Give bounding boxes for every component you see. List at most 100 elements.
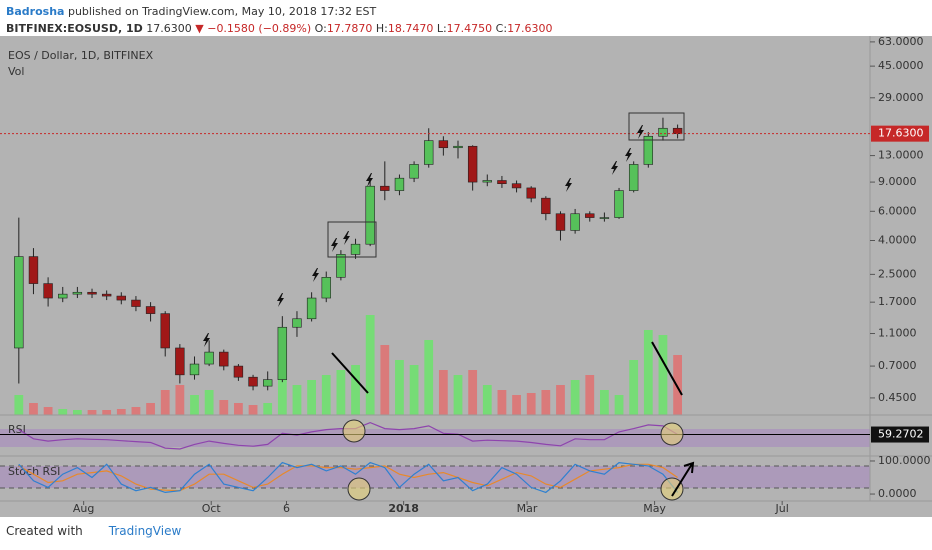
volume-bar — [263, 403, 273, 415]
volume-bar — [72, 410, 82, 415]
candle-body — [263, 379, 273, 387]
y-tick-label: 1.7000 — [878, 295, 917, 308]
author[interactable]: Badrosha — [6, 5, 65, 18]
x-tick-label: Aug — [73, 502, 94, 515]
volume-bar — [673, 355, 682, 415]
candle-body — [555, 213, 566, 231]
volume-bar — [219, 400, 229, 415]
volume-bar — [395, 360, 404, 415]
candle-body — [87, 291, 97, 295]
x-tick-label: 6 — [283, 502, 290, 515]
candle-body — [28, 256, 39, 284]
volume-bar — [351, 365, 360, 415]
volume-bar — [234, 403, 243, 415]
candle-body — [145, 306, 156, 314]
volume-bar — [453, 375, 463, 415]
volume-bar — [585, 375, 595, 415]
volume-bar — [29, 403, 38, 415]
candle-body — [72, 291, 83, 295]
annotations — [203, 112, 695, 501]
arrow — [671, 461, 695, 497]
o: 17.7870 — [326, 22, 373, 35]
circle — [342, 419, 366, 443]
candle-body — [131, 299, 141, 307]
volume-bar — [58, 409, 68, 415]
volume-bar — [629, 360, 639, 415]
candle-body — [380, 185, 390, 191]
volume-bar — [248, 405, 258, 415]
h-label: H: — [375, 22, 388, 35]
volume-bar — [600, 390, 609, 415]
candle-body — [585, 213, 595, 218]
candle-body — [511, 183, 522, 189]
candle-body — [321, 277, 331, 299]
last-price-tag — [871, 125, 929, 142]
volume-bar — [277, 370, 287, 415]
volume-bar — [87, 410, 97, 415]
created: Created with — [6, 524, 83, 538]
symbol: BITFINEX:EOSUSD, 1D — [6, 22, 143, 35]
volume-bar — [175, 385, 185, 415]
volume-bar — [102, 410, 112, 415]
candle-body — [658, 127, 668, 137]
candle-body — [292, 318, 302, 328]
volume-bar — [14, 395, 24, 415]
volume-bar — [43, 407, 53, 415]
x-tick-label: Jul — [775, 502, 789, 515]
volume-bar — [336, 370, 346, 415]
y-tick-label: 1.1000 — [878, 327, 917, 340]
candle-body — [306, 297, 317, 320]
volume-bar — [541, 390, 551, 415]
change: ▼ −0.1580 (−0.89%) — [195, 22, 312, 35]
circle — [660, 477, 684, 501]
chart: EOS / Dollar, 1D, BITFINEX Vol RSI Stoch… — [0, 36, 932, 517]
box — [327, 221, 377, 258]
h: 18.7470 — [387, 22, 434, 35]
volume-bar — [438, 370, 448, 415]
circle — [347, 477, 371, 501]
rsi-last-tag — [871, 426, 929, 443]
circle — [660, 422, 684, 446]
y-tick-label: 13.0000 — [878, 149, 924, 162]
candle-body — [175, 347, 185, 376]
rsi-last-label: 59.2702 — [878, 428, 924, 441]
volume-bar — [497, 390, 507, 415]
candle-body — [336, 254, 346, 278]
last: 17.6300 — [146, 22, 192, 35]
volume-bar — [204, 390, 214, 415]
l: 17.4750 — [446, 22, 493, 35]
volume-bar — [131, 407, 141, 415]
volume-bar — [512, 395, 521, 415]
x-tick-label: Oct — [202, 502, 222, 515]
volume-bar — [307, 380, 317, 415]
footer: Created with TradingView — [6, 524, 181, 538]
stoch-d-line — [18, 463, 678, 492]
brand[interactable]: TradingView — [108, 524, 182, 538]
candle-body — [394, 177, 405, 191]
candle-body — [189, 363, 200, 376]
candle-body — [467, 145, 478, 183]
candle-body — [570, 213, 580, 231]
candle-body — [116, 295, 126, 301]
volume-bar — [556, 385, 565, 415]
box — [628, 112, 685, 141]
x-tick-label: Mar — [517, 502, 538, 515]
volume-bar — [146, 403, 155, 415]
candle-body — [277, 326, 288, 380]
candle-body — [424, 140, 434, 165]
candle-body — [160, 313, 170, 349]
trend-line — [331, 352, 369, 394]
y-tick-label: 6.0000 — [878, 204, 917, 217]
candle-body — [526, 187, 536, 199]
stoch-tick-label: 0.0000 — [878, 487, 917, 500]
candle-body — [614, 190, 624, 218]
volume-bar — [116, 409, 126, 415]
y-tick-label: 2.5000 — [878, 267, 917, 280]
y-tick-label: 45.0000 — [878, 59, 924, 72]
volume-bar — [570, 380, 580, 415]
volume-bar — [468, 370, 478, 415]
y-tick-label: 4.0000 — [878, 234, 917, 247]
candle-body — [409, 164, 419, 179]
header: Badrosha published on TradingView.com, M… — [6, 3, 553, 37]
